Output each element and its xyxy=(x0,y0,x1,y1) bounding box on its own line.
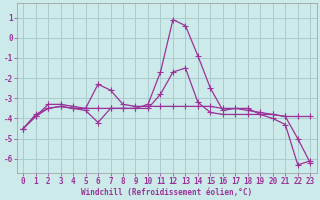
X-axis label: Windchill (Refroidissement éolien,°C): Windchill (Refroidissement éolien,°C) xyxy=(81,188,252,197)
